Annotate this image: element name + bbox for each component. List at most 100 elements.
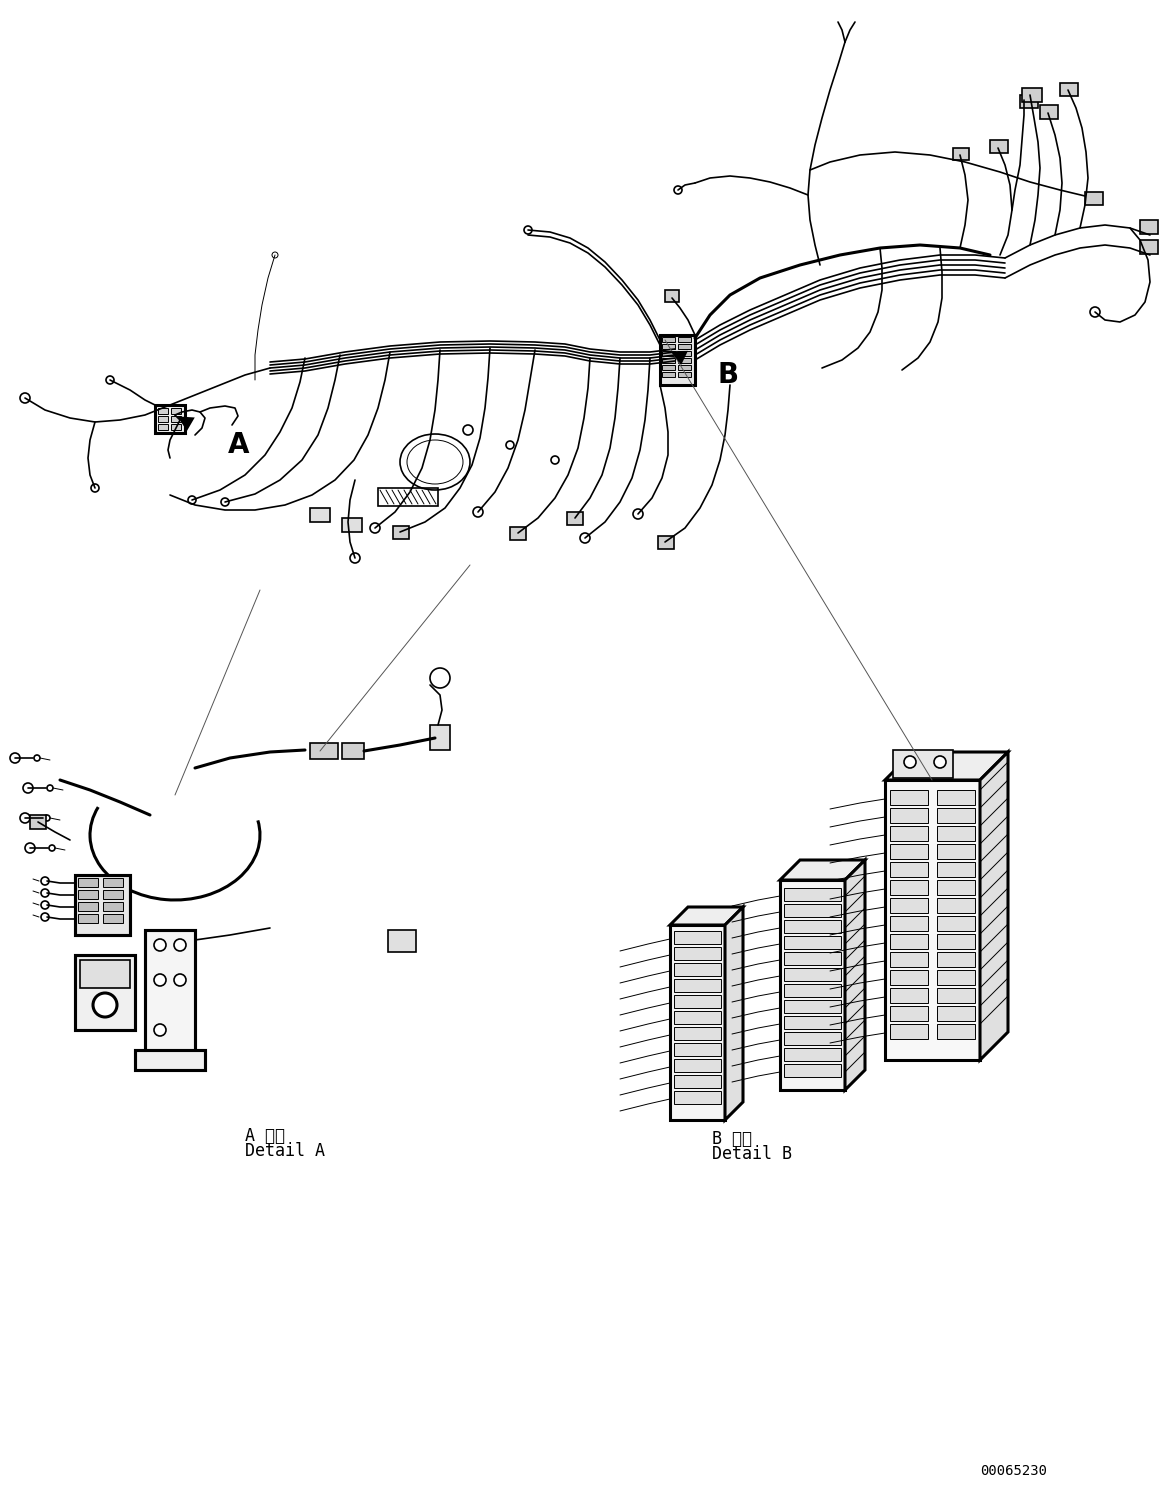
Bar: [675, 1091, 721, 1104]
Circle shape: [20, 393, 30, 403]
Bar: [937, 844, 975, 859]
Circle shape: [1090, 307, 1100, 317]
Polygon shape: [780, 860, 865, 879]
Text: B: B: [718, 362, 740, 388]
Bar: [1022, 88, 1042, 103]
Bar: [662, 372, 675, 376]
Bar: [784, 920, 841, 933]
Bar: [662, 365, 675, 371]
Bar: [104, 902, 123, 911]
Bar: [135, 1051, 205, 1070]
Bar: [78, 878, 98, 887]
Circle shape: [47, 786, 53, 792]
Bar: [784, 888, 841, 902]
Circle shape: [10, 753, 20, 763]
Bar: [937, 1024, 975, 1039]
Bar: [80, 960, 130, 988]
Bar: [78, 890, 98, 899]
Bar: [890, 897, 928, 914]
Circle shape: [91, 484, 99, 493]
Circle shape: [93, 992, 117, 1016]
Bar: [675, 1043, 721, 1056]
Bar: [665, 290, 679, 302]
Bar: [675, 946, 721, 960]
Bar: [784, 1033, 841, 1045]
Bar: [145, 930, 195, 1059]
Bar: [893, 750, 952, 778]
Bar: [1040, 106, 1058, 119]
Bar: [937, 808, 975, 823]
Bar: [937, 790, 975, 805]
Bar: [388, 930, 416, 952]
Circle shape: [106, 376, 114, 384]
Bar: [890, 934, 928, 949]
Text: A 詳細: A 詳細: [245, 1126, 285, 1144]
Bar: [155, 405, 185, 433]
Circle shape: [430, 668, 450, 687]
Text: 00065230: 00065230: [980, 1464, 1047, 1478]
Bar: [678, 365, 691, 371]
Bar: [662, 344, 675, 350]
Bar: [104, 890, 123, 899]
Bar: [890, 808, 928, 823]
Bar: [784, 1000, 841, 1013]
Bar: [171, 408, 181, 414]
Bar: [378, 488, 438, 506]
Circle shape: [174, 975, 186, 987]
Bar: [171, 424, 181, 430]
Circle shape: [44, 815, 50, 821]
Bar: [937, 917, 975, 931]
Circle shape: [350, 554, 361, 562]
Bar: [670, 926, 725, 1120]
Bar: [171, 417, 181, 423]
Bar: [784, 969, 841, 981]
Bar: [1140, 240, 1158, 254]
Bar: [678, 372, 691, 376]
Text: B 詳細: B 詳細: [712, 1129, 752, 1149]
Circle shape: [525, 226, 531, 234]
Bar: [1059, 83, 1078, 97]
Bar: [678, 344, 691, 350]
Circle shape: [506, 440, 514, 449]
Bar: [678, 336, 691, 342]
Text: A: A: [228, 432, 250, 458]
Bar: [890, 988, 928, 1003]
Circle shape: [463, 426, 473, 434]
Bar: [311, 507, 330, 522]
Bar: [890, 952, 928, 967]
Bar: [952, 147, 969, 161]
Circle shape: [154, 1024, 166, 1036]
Bar: [890, 826, 928, 841]
Polygon shape: [846, 860, 865, 1091]
Bar: [145, 930, 195, 1059]
Bar: [74, 875, 130, 934]
Bar: [937, 897, 975, 914]
Circle shape: [20, 812, 30, 823]
Bar: [30, 815, 47, 829]
Polygon shape: [885, 751, 1008, 780]
Bar: [784, 952, 841, 966]
Circle shape: [49, 845, 55, 851]
Polygon shape: [670, 908, 743, 926]
Bar: [74, 875, 130, 934]
Bar: [784, 905, 841, 917]
Bar: [990, 140, 1008, 153]
Circle shape: [41, 876, 49, 885]
Circle shape: [675, 186, 682, 193]
Bar: [675, 1059, 721, 1071]
Circle shape: [41, 888, 49, 897]
Polygon shape: [725, 908, 743, 1120]
Bar: [393, 525, 409, 539]
Circle shape: [188, 496, 197, 504]
Bar: [430, 725, 450, 750]
Bar: [678, 351, 691, 356]
Bar: [662, 351, 675, 356]
Text: Detail B: Detail B: [712, 1144, 792, 1164]
Bar: [104, 878, 123, 887]
Bar: [890, 917, 928, 931]
Bar: [784, 984, 841, 997]
Bar: [890, 862, 928, 876]
Bar: [937, 934, 975, 949]
Polygon shape: [980, 751, 1008, 1059]
Circle shape: [154, 975, 166, 987]
